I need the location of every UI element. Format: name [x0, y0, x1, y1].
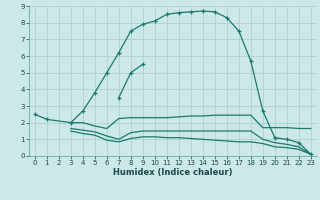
X-axis label: Humidex (Indice chaleur): Humidex (Indice chaleur) [113, 168, 233, 177]
